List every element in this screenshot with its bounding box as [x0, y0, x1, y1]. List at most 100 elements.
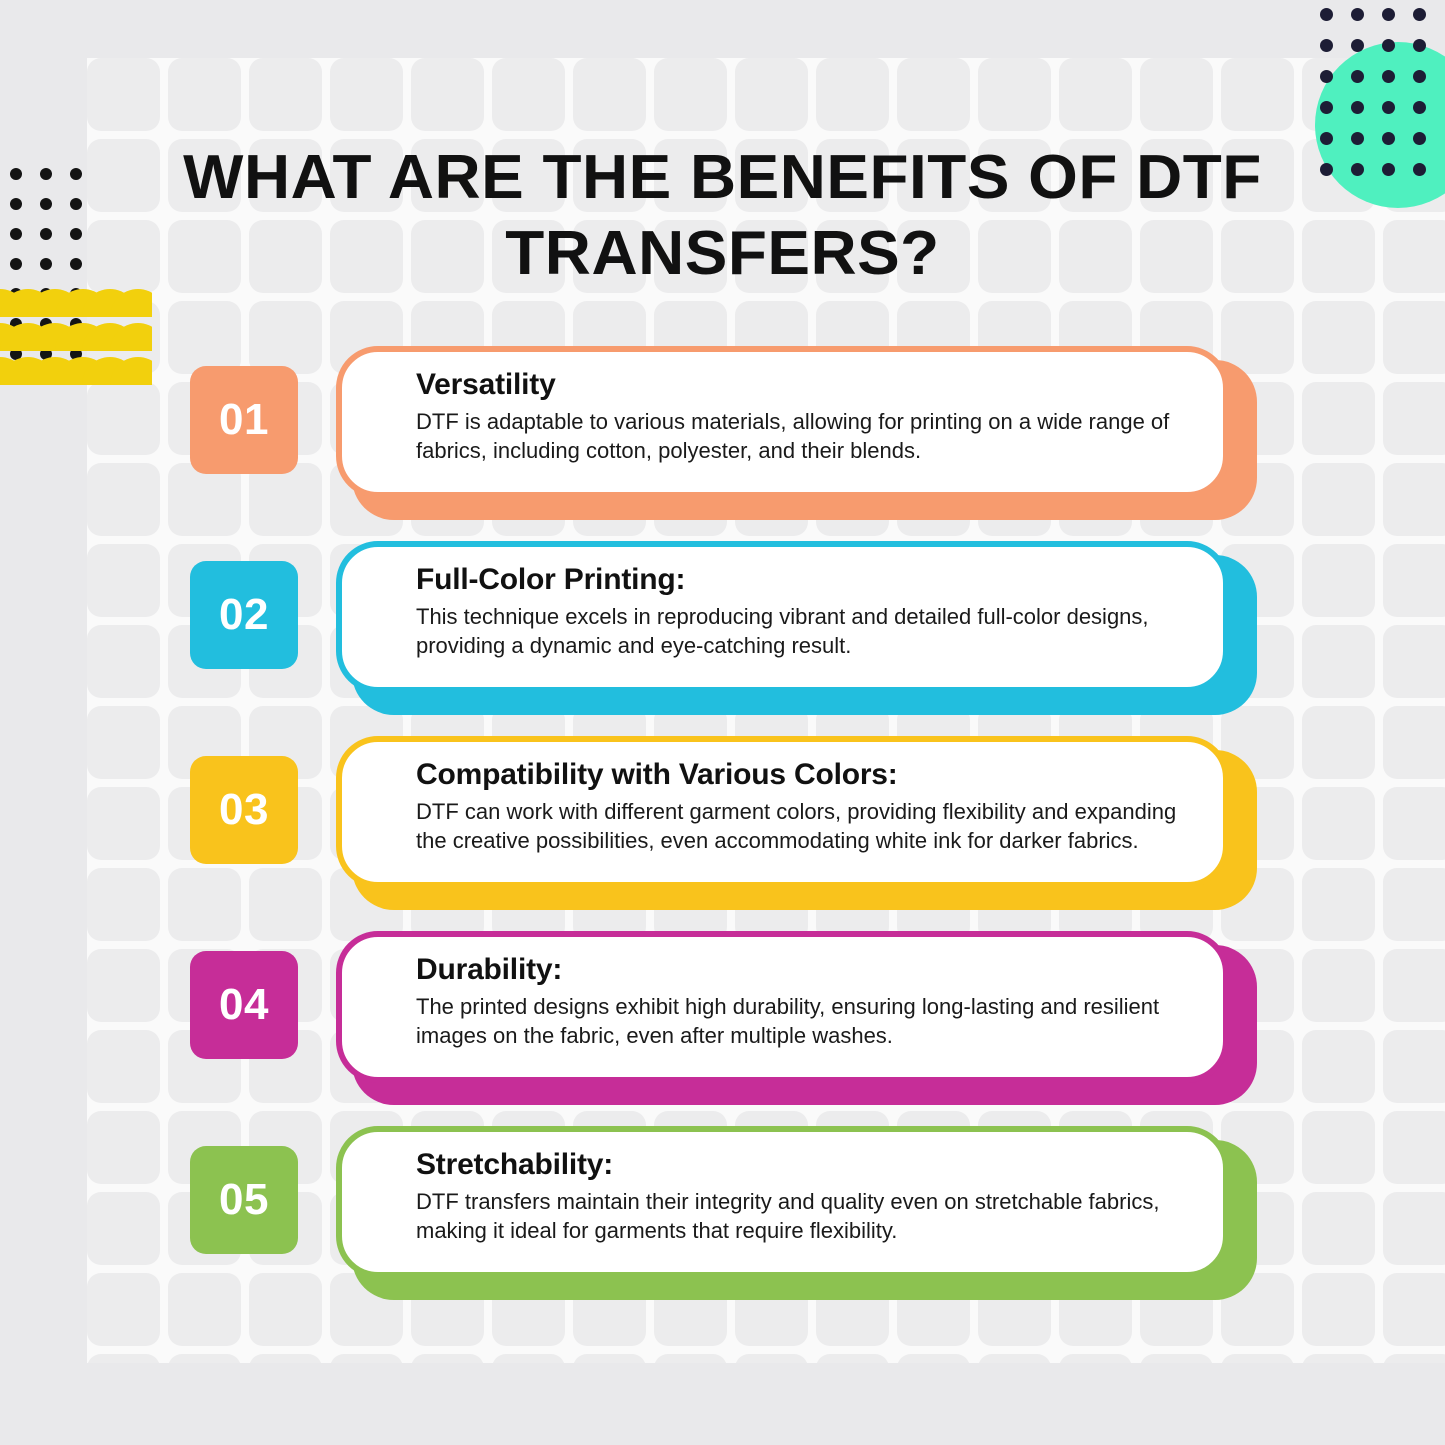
grid-tile: [87, 58, 160, 131]
card-number-badge[interactable]: 01: [190, 366, 298, 474]
grid-tile: [654, 220, 727, 293]
decorative-dot: [1413, 163, 1426, 176]
grid-tile: [897, 58, 970, 131]
card-number-badge[interactable]: 02: [190, 561, 298, 669]
decorative-dot: [1320, 39, 1333, 52]
grid-tile: [1302, 1111, 1375, 1184]
card-body: Durability: The printed designs exhibit …: [336, 931, 1229, 1083]
grid-tile: [1140, 58, 1213, 131]
grid-tile: [1221, 1354, 1294, 1363]
grid-tile: [816, 220, 889, 293]
grid-tile: [1221, 139, 1294, 212]
decorative-dot: [40, 228, 52, 240]
grid-tile: [168, 58, 241, 131]
card-body: Stretchability: DTF transfers maintain t…: [336, 1126, 1229, 1278]
grid-tile: [816, 58, 889, 131]
grid-tile: [87, 463, 160, 536]
decorative-dot: [1413, 101, 1426, 114]
grid-tile: [1302, 382, 1375, 455]
grid-tile: [1383, 220, 1445, 293]
grid-tile: [1140, 220, 1213, 293]
grid-tile: [87, 544, 160, 617]
grid-tile: [1383, 463, 1445, 536]
grid-tile: [1383, 1111, 1445, 1184]
grid-tile: [87, 139, 160, 212]
card-number-badge[interactable]: 05: [190, 1146, 298, 1254]
benefit-card[interactable]: Stretchability: DTF transfers maintain t…: [0, 1122, 1445, 1317]
grid-tile: [1059, 220, 1132, 293]
card-body: Full-Color Printing: This technique exce…: [336, 541, 1229, 693]
grid-tile: [654, 1354, 727, 1363]
grid-tile: [978, 58, 1051, 131]
grid-tile: [1059, 1354, 1132, 1363]
decorative-dot: [1382, 132, 1395, 145]
grid-tile: [573, 139, 646, 212]
decorative-dot: [1320, 70, 1333, 83]
grid-tile: [1302, 1354, 1375, 1363]
grid-tile: [492, 220, 565, 293]
grid-tile: [654, 58, 727, 131]
card-description: DTF is adaptable to various materials, a…: [416, 409, 1170, 464]
grid-tile: [1059, 139, 1132, 212]
decorative-dot: [1320, 132, 1333, 145]
grid-tile: [1383, 787, 1445, 860]
grid-tile: [573, 220, 646, 293]
decorative-dot: [70, 168, 82, 180]
grid-tile: [816, 1354, 889, 1363]
grid-tile: [1383, 544, 1445, 617]
grid-tile: [1383, 706, 1445, 779]
card-body: Compatibility with Various Colors: DTF c…: [336, 736, 1229, 888]
grid-tile: [330, 220, 403, 293]
grid-tile: [249, 220, 322, 293]
grid-tile: [1383, 1192, 1445, 1265]
grid-tile: [1383, 382, 1445, 455]
decorative-dot: [70, 198, 82, 210]
card-number-badge[interactable]: 03: [190, 756, 298, 864]
decorative-dot: [40, 168, 52, 180]
decorative-dot: [1382, 8, 1395, 21]
grid-tile: [168, 139, 241, 212]
grid-tile: [1302, 220, 1375, 293]
grid-tile: [168, 220, 241, 293]
yellow-arch-decoration: [0, 283, 152, 385]
decorative-dot: [10, 348, 22, 360]
grid-tile: [411, 58, 484, 131]
grid-tile: [1302, 625, 1375, 698]
grid-tile: [168, 1354, 241, 1363]
grid-tile: [87, 220, 160, 293]
benefit-card[interactable]: Durability: The printed designs exhibit …: [0, 927, 1445, 1122]
grid-tile: [330, 1354, 403, 1363]
card-description: DTF can work with different garment colo…: [416, 799, 1177, 854]
grid-tile: [1383, 625, 1445, 698]
decorative-dot: [10, 228, 22, 240]
grid-tile: [87, 1030, 160, 1103]
benefit-card[interactable]: Full-Color Printing: This technique exce…: [0, 537, 1445, 732]
decorative-dot: [1320, 101, 1333, 114]
grid-tile: [573, 58, 646, 131]
grid-tile: [87, 1354, 160, 1363]
grid-tile: [735, 220, 808, 293]
decorative-dot: [1351, 132, 1364, 145]
grid-tile: [249, 1273, 322, 1346]
grid-tile: [897, 220, 970, 293]
decorative-dot: [70, 258, 82, 270]
grid-tile: [1302, 1192, 1375, 1265]
grid-tile: [249, 301, 322, 374]
grid-tile: [1302, 949, 1375, 1022]
card-number-badge[interactable]: 04: [190, 951, 298, 1059]
grid-tile: [87, 1111, 160, 1184]
decorative-dot: [1382, 163, 1395, 176]
card-title: Durability:: [416, 953, 563, 986]
decorative-dot: [70, 228, 82, 240]
grid-tile: [87, 706, 160, 779]
grid-tile: [492, 139, 565, 212]
decorative-dot: [1320, 163, 1333, 176]
decorative-dot: [1382, 101, 1395, 114]
benefit-card[interactable]: Compatibility with Various Colors: DTF c…: [0, 732, 1445, 927]
grid-tile: [492, 1354, 565, 1363]
grid-tile: [330, 139, 403, 212]
card-description: This technique excels in reproducing vib…: [416, 604, 1149, 659]
dot-grid-top-right: [1320, 8, 1445, 176]
grid-tile: [1302, 706, 1375, 779]
benefit-card[interactable]: Versatility DTF is adaptable to various …: [0, 342, 1445, 537]
